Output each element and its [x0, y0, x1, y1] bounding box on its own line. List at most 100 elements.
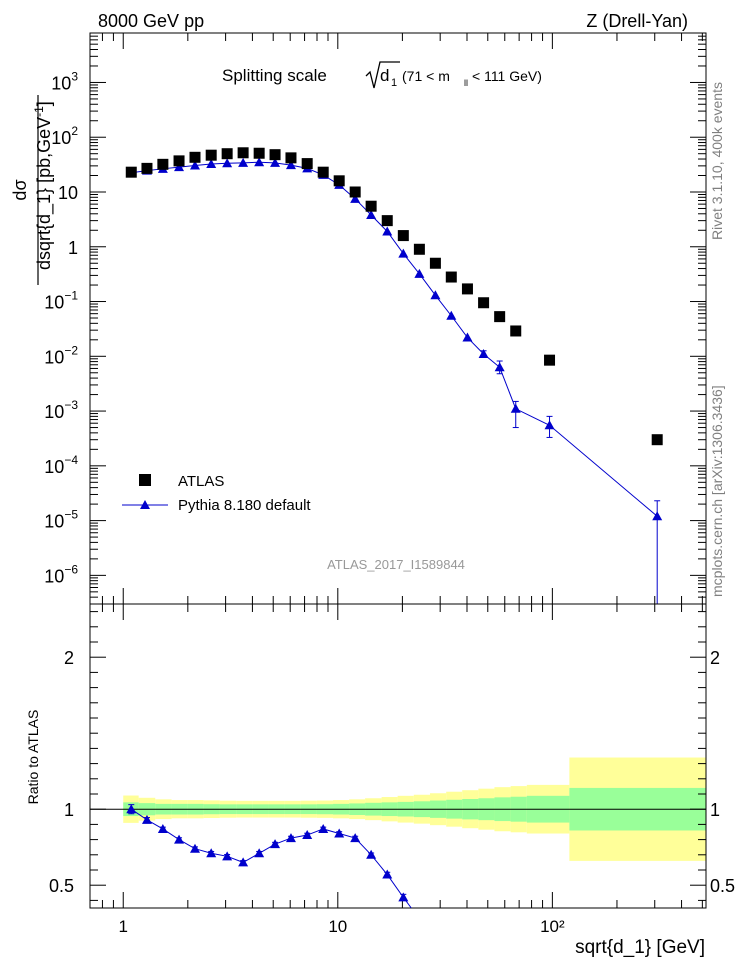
atlas-point [157, 158, 169, 170]
header-right: Z (Drell-Yan) [586, 11, 688, 31]
main-y-tick-label: 102 [51, 124, 78, 148]
legend-atlas-marker [139, 474, 151, 486]
ratio-y-tick-label: 2 [64, 648, 74, 668]
atlas-point [189, 151, 201, 163]
main-y-tick-label: 10−4 [44, 453, 78, 477]
ratio-pythia-point [366, 849, 377, 859]
ratio-y-tick-label-right: 0.5 [710, 876, 735, 896]
pythia-point [398, 248, 409, 258]
atlas-point [413, 243, 425, 255]
atlas-point [301, 158, 313, 170]
title-range-sub: ll [464, 78, 468, 88]
atlas-point [317, 166, 329, 178]
atlas-point [478, 297, 490, 309]
pythia-point [430, 290, 441, 300]
ratio-pythia-point [141, 814, 152, 824]
legend-atlas-label: ATLAS [178, 473, 224, 490]
ratio-pythia-point [157, 823, 168, 833]
ratio-frame [89, 603, 707, 909]
ratio-pythia-point [174, 834, 185, 844]
ratio-y-tick-label: 1 [64, 800, 74, 820]
atlas-point [253, 147, 265, 159]
pythia-point [510, 403, 521, 413]
ratio-pythia-point [302, 830, 313, 840]
y-label-numerator: dσ [10, 179, 30, 200]
ratio-pythia-point [334, 828, 345, 838]
main-y-tick-label: 10−2 [44, 343, 78, 367]
header-left: 8000 GeV pp [98, 11, 204, 31]
main-chart-title: Splitting scale d 1 (71 < m ll < 111 GeV… [222, 61, 542, 89]
pythia-point [652, 511, 663, 521]
ratio-pythia-point [318, 823, 329, 833]
atlas-point [285, 152, 297, 164]
ratio-pythia-point [285, 833, 296, 843]
atlas-point [445, 271, 457, 283]
atlas-point [397, 230, 409, 242]
title-symbol: d [380, 66, 389, 85]
main-y-tick-label: 10 [58, 183, 78, 203]
atlas-point [125, 166, 137, 178]
atlas-point [381, 215, 393, 227]
atlas-point [141, 162, 153, 174]
pythia-point [270, 157, 281, 167]
ratio-plot-area: 1 10 10² 0.5 0.5 1 1 2 2 [49, 603, 735, 936]
pythia-point [382, 226, 393, 236]
ratio-y-tick-label-right: 1 [710, 800, 720, 820]
main-y-axis-label: dσ dsqrt{d_1} [pb,GeV-1] [10, 95, 55, 285]
ratio-y-tick-label-right: 2 [710, 648, 720, 668]
atlas-point [510, 325, 522, 337]
pythia-point [189, 160, 200, 170]
atlas-point [269, 149, 281, 161]
legend-pythia-marker [140, 500, 150, 509]
atlas-point [221, 148, 233, 160]
ratio-y-axis-label: Ratio to ATLAS [25, 710, 41, 805]
atlas-point [365, 200, 377, 212]
atlas-point [651, 434, 663, 446]
pythia-point [285, 160, 296, 170]
ratio-y-tick-label: 0.5 [49, 876, 74, 896]
x-tick-label: 1 [119, 917, 128, 936]
pythia-point [238, 157, 249, 167]
atlas-point [429, 257, 441, 269]
ratio-pythia-point [270, 839, 281, 849]
analysis-watermark: ATLAS_2017_I1589844 [327, 557, 465, 572]
main-y-tick-label: 10−6 [44, 562, 78, 586]
ratio-pythia-point [382, 869, 393, 879]
main-y-tick-label: 103 [51, 69, 78, 93]
main-y-tick-label: 10−3 [44, 398, 78, 422]
pythia-point [366, 210, 377, 220]
pythia-point [350, 193, 361, 203]
pythia-point [462, 332, 473, 342]
x-tick-label: 10² [540, 917, 565, 936]
y-label-denominator: dsqrt{d_1} [pb,GeV-1] [32, 101, 55, 270]
ratio-pythia-point [222, 851, 233, 861]
ratio-pythia-point [206, 848, 217, 858]
pythia-point [254, 157, 265, 167]
title-prefix: Splitting scale [222, 66, 327, 85]
ratio-pythia-point [189, 843, 200, 853]
pythia-point [222, 158, 233, 168]
atlas-point [544, 354, 556, 366]
pythia-point [494, 362, 505, 372]
title-range-hi: < 111 GeV) [472, 68, 542, 84]
atlas-point [237, 147, 249, 159]
rivet-version-text: Rivet 3.1.10, 400k events [709, 82, 725, 240]
x-tick-label: 10 [328, 917, 347, 936]
ratio-pythia-point [254, 848, 265, 858]
legend: ATLAS Pythia 8.180 default [122, 473, 311, 514]
ratio-pythia-point [126, 804, 137, 814]
pythia-point [478, 349, 489, 359]
main-y-tick-label: 10−1 [44, 289, 78, 313]
pythia-point [446, 310, 457, 320]
title-symbol-sub: 1 [391, 77, 397, 89]
atlas-point [205, 149, 217, 161]
pythia-point [414, 268, 425, 278]
atlas-point [461, 283, 473, 295]
atlas-point [333, 175, 345, 187]
pythia-point [544, 420, 555, 430]
atlas-point [173, 155, 185, 167]
ratio-pythia-point [238, 857, 249, 867]
sqrt-sign-icon [365, 61, 400, 89]
